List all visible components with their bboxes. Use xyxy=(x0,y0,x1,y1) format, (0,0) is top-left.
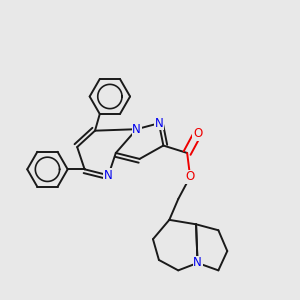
Text: O: O xyxy=(185,170,195,183)
Text: N: N xyxy=(193,256,202,269)
Text: N: N xyxy=(154,117,163,130)
Text: N: N xyxy=(132,123,141,136)
Text: O: O xyxy=(193,127,202,140)
Text: N: N xyxy=(104,169,113,182)
